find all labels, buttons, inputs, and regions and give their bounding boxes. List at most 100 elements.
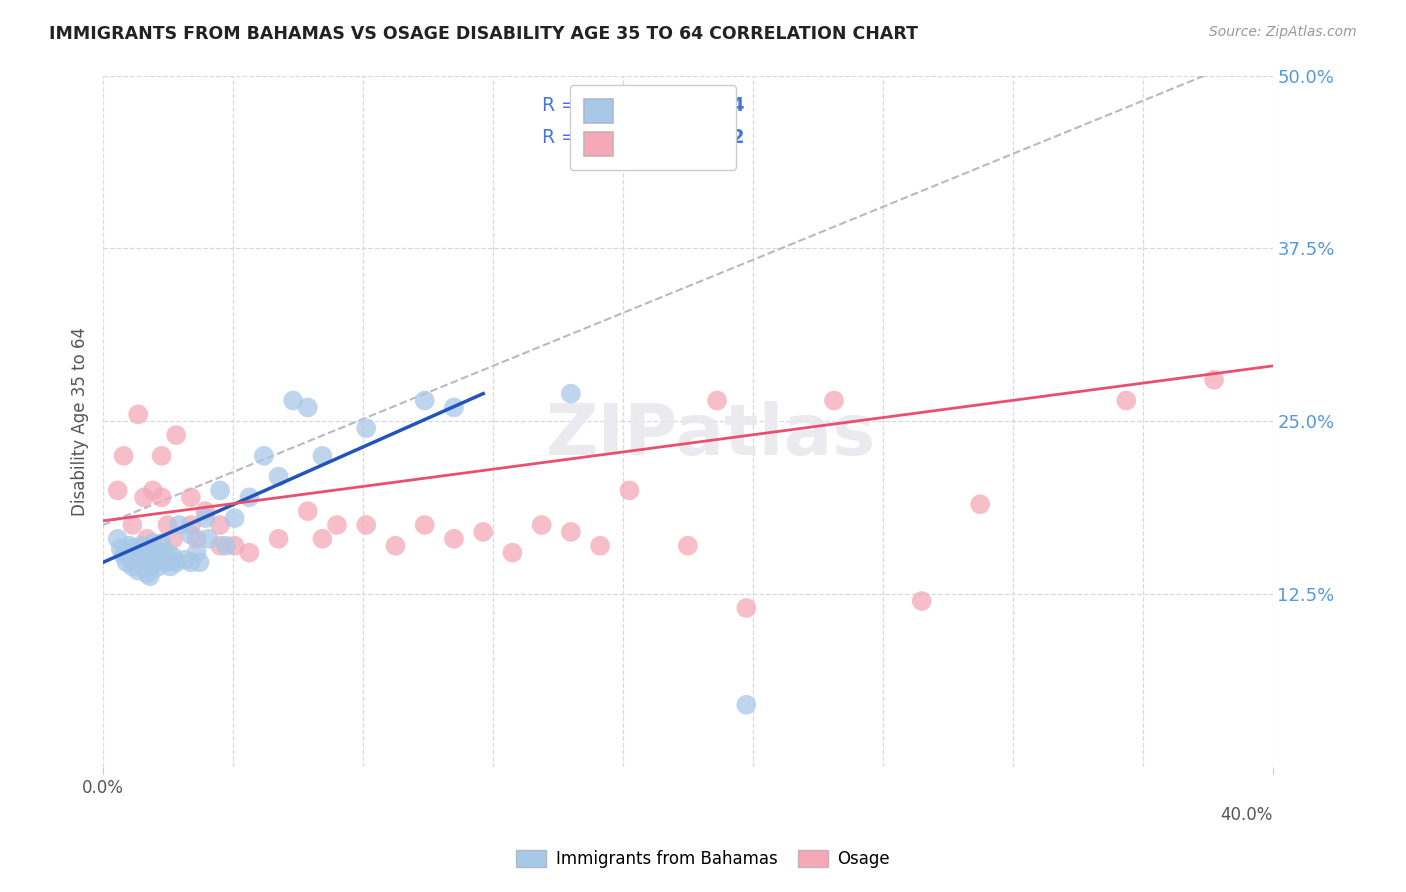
Point	[186, 532, 208, 546]
Point	[311, 449, 333, 463]
Point	[911, 594, 934, 608]
Point	[121, 559, 143, 574]
Text: R = 0.412: R = 0.412	[541, 96, 636, 115]
Point	[443, 532, 465, 546]
Point	[238, 546, 260, 560]
Point	[197, 532, 219, 546]
Point	[167, 518, 190, 533]
Point	[136, 532, 159, 546]
Text: R = 0.277: R = 0.277	[541, 128, 636, 147]
Text: N = 54: N = 54	[673, 96, 744, 115]
Text: N = 42: N = 42	[673, 128, 744, 147]
Point	[267, 469, 290, 483]
Point	[136, 549, 159, 564]
Point	[735, 698, 758, 712]
Point	[180, 518, 202, 533]
Point	[283, 393, 305, 408]
Point	[224, 511, 246, 525]
Point	[326, 518, 349, 533]
Point	[238, 491, 260, 505]
Point	[132, 559, 155, 574]
Point	[209, 539, 232, 553]
Point	[224, 539, 246, 553]
Point	[136, 559, 159, 574]
Point	[354, 421, 377, 435]
Point	[676, 539, 699, 553]
Point	[267, 532, 290, 546]
Point	[121, 518, 143, 533]
Point	[253, 449, 276, 463]
Point	[560, 524, 582, 539]
Point	[413, 393, 436, 408]
Point	[501, 546, 523, 560]
Point	[121, 552, 143, 566]
Point	[115, 555, 138, 569]
Point	[619, 483, 641, 498]
Point	[139, 555, 162, 569]
Point	[823, 393, 845, 408]
Text: 40.0%: 40.0%	[1220, 805, 1272, 823]
Point	[156, 546, 179, 560]
Point	[127, 408, 149, 422]
Point	[969, 497, 991, 511]
Text: Source: ZipAtlas.com: Source: ZipAtlas.com	[1209, 25, 1357, 39]
Point	[209, 483, 232, 498]
Point	[142, 536, 165, 550]
Point	[194, 511, 217, 525]
Point	[150, 536, 173, 550]
Point	[186, 546, 208, 560]
Text: IMMIGRANTS FROM BAHAMAS VS OSAGE DISABILITY AGE 35 TO 64 CORRELATION CHART: IMMIGRANTS FROM BAHAMAS VS OSAGE DISABIL…	[49, 25, 918, 43]
Point	[150, 491, 173, 505]
Point	[180, 491, 202, 505]
Point	[110, 541, 132, 556]
Point	[443, 401, 465, 415]
Point	[1115, 393, 1137, 408]
Point	[297, 401, 319, 415]
Point	[139, 569, 162, 583]
Point	[115, 546, 138, 560]
Point	[129, 539, 152, 553]
Point	[311, 532, 333, 546]
Point	[165, 555, 187, 569]
Y-axis label: Disability Age 35 to 64: Disability Age 35 to 64	[72, 326, 89, 516]
Point	[1202, 373, 1225, 387]
Point	[180, 527, 202, 541]
Point	[121, 541, 143, 556]
Point	[142, 483, 165, 498]
Point	[150, 449, 173, 463]
Point	[589, 539, 612, 553]
Point	[180, 555, 202, 569]
Point	[150, 546, 173, 560]
Point	[384, 539, 406, 553]
Point	[530, 518, 553, 533]
Point	[153, 555, 176, 569]
Point	[194, 504, 217, 518]
Point	[472, 524, 495, 539]
Point	[354, 518, 377, 533]
Point	[156, 518, 179, 533]
Text: ZIPatlas: ZIPatlas	[546, 401, 876, 469]
Point	[127, 564, 149, 578]
Point	[136, 566, 159, 581]
Point	[132, 491, 155, 505]
Point	[162, 532, 184, 546]
Point	[107, 483, 129, 498]
Point	[159, 559, 181, 574]
Point	[118, 539, 141, 553]
Point	[112, 449, 135, 463]
Point	[413, 518, 436, 533]
Point	[706, 393, 728, 408]
Point	[148, 559, 170, 574]
Point	[209, 518, 232, 533]
Point	[735, 601, 758, 615]
Point	[142, 546, 165, 560]
Point	[215, 539, 238, 553]
Legend:                ,                : ,	[569, 86, 735, 169]
Point	[188, 555, 211, 569]
Point	[165, 428, 187, 442]
Point	[132, 546, 155, 560]
Point	[129, 549, 152, 563]
Legend: Immigrants from Bahamas, Osage: Immigrants from Bahamas, Osage	[509, 843, 897, 875]
Point	[127, 555, 149, 569]
Point	[297, 504, 319, 518]
